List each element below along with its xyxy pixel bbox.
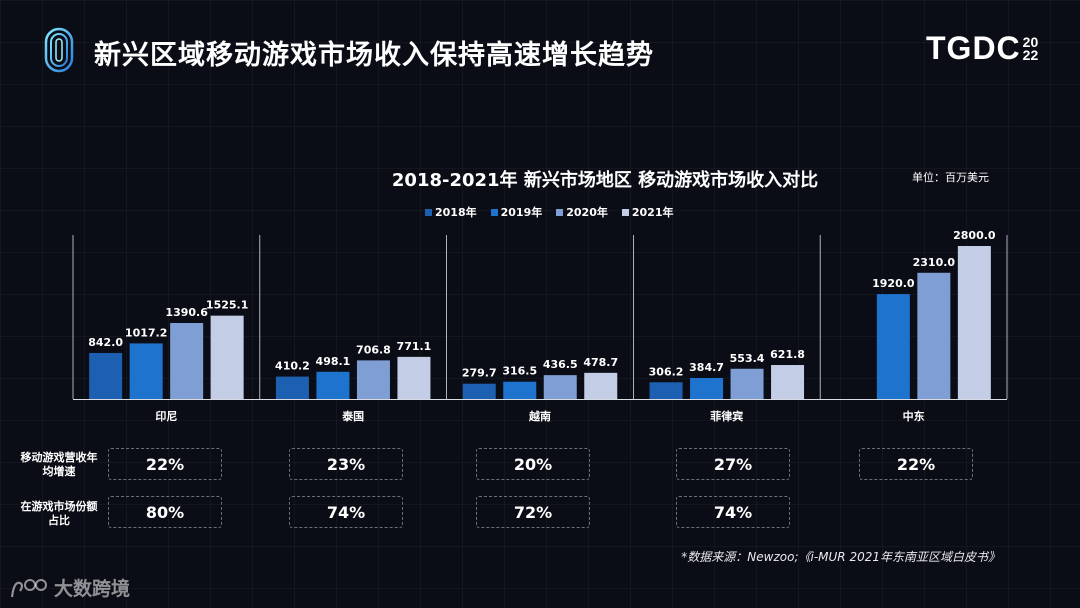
stat-box-share: 74% [289, 496, 403, 528]
page-title: 新兴区域移动游戏市场收入保持高速增长趋势 [94, 40, 654, 71]
legend-item-2: 2020年 [556, 204, 608, 220]
data-label: 436.5 [543, 358, 578, 371]
legend-item-3: 2021年 [621, 204, 674, 220]
legend-label: 2021年 [631, 206, 674, 219]
data-label: 384.7 [689, 361, 724, 374]
bar-菲律宾-2020年 [730, 368, 764, 399]
bar-印尼-2019年 [129, 343, 163, 399]
data-label: 2310.0 [913, 256, 956, 269]
bar-泰国-2020年 [356, 360, 390, 399]
bar-泰国-2018年 [275, 376, 309, 399]
logo-ring-icon [44, 27, 74, 73]
bar-菲律宾-2018年 [649, 382, 683, 399]
legend-swatch [556, 208, 564, 216]
brand-year: 20 22 [1022, 33, 1039, 63]
legend-item-1: 2019年 [490, 204, 543, 220]
stat-box-share: 72% [476, 496, 590, 528]
data-label: 306.2 [649, 365, 684, 378]
stat-box-share: 74% [676, 496, 790, 528]
bar-中东-2019年 [876, 294, 910, 399]
data-label: 553.4 [730, 352, 765, 365]
data-label: 2800.0 [953, 229, 996, 242]
category-label: 越南 [528, 409, 551, 423]
legend-swatch [425, 208, 432, 216]
bar-印尼-2018年 [89, 352, 123, 399]
bar-中东-2021年 [957, 246, 991, 399]
legend-label: 2020年 [566, 206, 608, 219]
data-label: 1390.6 [165, 306, 208, 319]
bar-泰国-2021年 [397, 356, 431, 399]
brand-name: TGDC [926, 30, 1021, 66]
row-label-share: 在游戏市场份额占比 [20, 500, 98, 527]
legend-label: 2019年 [500, 206, 543, 219]
data-label: 706.8 [356, 343, 391, 356]
category-label: 中东 [903, 409, 925, 423]
data-label: 279.7 [462, 367, 497, 380]
bar-越南-2019年 [503, 381, 537, 399]
legend-label: 2018年 [435, 206, 477, 219]
bar-越南-2018年 [462, 383, 496, 399]
data-label: 478.7 [583, 356, 618, 369]
data-label: 316.5 [502, 365, 537, 378]
stat-box-growth: 20% [476, 448, 590, 480]
chart-title: 2018-2021年 新兴市场地区 移动游戏市场收入对比 [391, 170, 819, 191]
data-label: 621.8 [770, 348, 805, 361]
bar-印尼-2020年 [170, 323, 204, 399]
bar-印尼-2021年 [210, 315, 244, 399]
stat-box-growth: 22% [859, 448, 973, 480]
bar-中东-2020年 [917, 272, 951, 399]
chart-legend: 2018年 2019年 2020年 2021年 [425, 204, 674, 220]
stat-box-share: 80% [108, 496, 222, 528]
data-label: 842.0 [88, 336, 123, 349]
category-label: 泰国 [341, 409, 364, 423]
watermark: 大数跨境 [10, 574, 130, 601]
brand-logo: TGDC 20 22 [926, 30, 1038, 67]
bar-越南-2020年 [543, 375, 577, 399]
data-label: 410.2 [275, 360, 310, 373]
stat-box-growth: 27% [676, 448, 790, 480]
bar-泰国-2019年 [316, 371, 350, 399]
watermark-logo-icon [10, 578, 47, 597]
legend-swatch [490, 208, 498, 216]
bar-越南-2021年 [584, 372, 618, 399]
brand-year-bottom: 22 [1022, 46, 1039, 63]
brand-year-top: 20 [1022, 33, 1039, 50]
watermark-text: 大数跨境 [54, 578, 131, 600]
data-label: 771.1 [397, 340, 432, 353]
source-note: *数据来源：Newzoo;《i-MUR 2021年东南亚区域白皮书》 [681, 550, 1000, 564]
category-label: 印尼 [155, 410, 177, 423]
legend-item-0: 2018年 [425, 204, 477, 220]
data-label: 1920.0 [872, 277, 915, 290]
bar-菲律宾-2019年 [690, 377, 724, 399]
data-label: 1017.2 [125, 326, 167, 339]
stat-box-growth: 22% [108, 448, 222, 480]
data-label: 1525.1 [206, 299, 248, 312]
unit-label: 单位：百万美元 [912, 171, 989, 184]
data-label: 498.1 [316, 355, 351, 368]
legend-swatch [621, 208, 629, 216]
stat-box-growth: 23% [289, 448, 403, 480]
bar-菲律宾-2021年 [771, 365, 805, 399]
row-label-growth: 移动游戏营收年均增速 [20, 451, 98, 478]
category-label: 菲律宾 [710, 409, 743, 423]
